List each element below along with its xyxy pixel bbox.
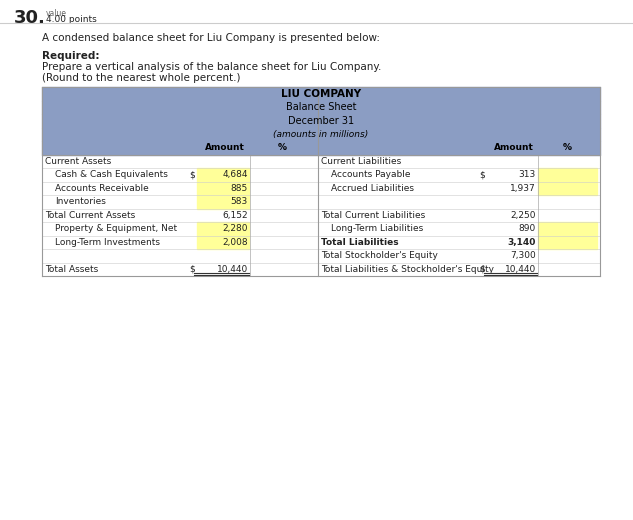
Polygon shape: [42, 127, 600, 141]
Polygon shape: [197, 168, 249, 181]
Text: %: %: [563, 143, 572, 152]
Text: 7,300: 7,300: [510, 251, 536, 260]
Text: 10,440: 10,440: [216, 265, 248, 274]
Text: Total Current Assets: Total Current Assets: [45, 211, 135, 220]
Text: Inventories: Inventories: [55, 197, 106, 206]
Text: Accounts Payable: Accounts Payable: [331, 170, 410, 179]
Polygon shape: [197, 222, 249, 236]
Text: 30.: 30.: [14, 9, 46, 27]
Text: 4,684: 4,684: [223, 170, 248, 179]
Text: $: $: [189, 265, 195, 274]
Text: Total Liabilities: Total Liabilities: [321, 238, 399, 247]
Text: A condensed balance sheet for Liu Company is presented below:: A condensed balance sheet for Liu Compan…: [42, 33, 380, 43]
Text: Cash & Cash Equivalents: Cash & Cash Equivalents: [55, 170, 168, 179]
Text: $: $: [189, 170, 195, 179]
Text: $: $: [479, 170, 485, 179]
Text: 3,140: 3,140: [508, 238, 536, 247]
Text: Balance Sheet: Balance Sheet: [285, 102, 356, 112]
Text: Current Assets: Current Assets: [45, 157, 111, 166]
Text: Long-Term Investments: Long-Term Investments: [55, 238, 160, 247]
Text: Long-Term Liabilities: Long-Term Liabilities: [331, 224, 423, 233]
Text: Total Current Liabilities: Total Current Liabilities: [321, 211, 425, 220]
Polygon shape: [197, 195, 249, 209]
Text: 10,440: 10,440: [505, 265, 536, 274]
Text: December 31: December 31: [288, 116, 354, 126]
Text: Total Liabilities & Stockholder's Equity: Total Liabilities & Stockholder's Equity: [321, 265, 494, 274]
Text: Amount: Amount: [205, 143, 245, 152]
Text: value: value: [46, 9, 67, 18]
Text: Accounts Receivable: Accounts Receivable: [55, 184, 149, 193]
Text: Required:: Required:: [42, 51, 99, 61]
Text: %: %: [278, 143, 287, 152]
Text: 2,008: 2,008: [222, 238, 248, 247]
Polygon shape: [197, 236, 249, 249]
Polygon shape: [42, 141, 600, 154]
Polygon shape: [538, 168, 597, 181]
Text: 2,280: 2,280: [223, 224, 248, 233]
Text: Current Liabilities: Current Liabilities: [321, 157, 401, 166]
Text: Accrued Liabilities: Accrued Liabilities: [331, 184, 414, 193]
Text: Property & Equipment, Net: Property & Equipment, Net: [55, 224, 177, 233]
Text: 1,937: 1,937: [510, 184, 536, 193]
Polygon shape: [42, 100, 600, 114]
Text: 313: 313: [519, 170, 536, 179]
Text: 2,250: 2,250: [510, 211, 536, 220]
Text: 4.00 points: 4.00 points: [46, 15, 97, 24]
Text: Amount: Amount: [494, 143, 534, 152]
Text: Total Stockholder's Equity: Total Stockholder's Equity: [321, 251, 438, 260]
Text: Prepare a vertical analysis of the balance sheet for Liu Company.: Prepare a vertical analysis of the balan…: [42, 62, 381, 72]
Polygon shape: [42, 87, 600, 100]
Text: 6,152: 6,152: [222, 211, 248, 220]
Text: 890: 890: [519, 224, 536, 233]
Polygon shape: [197, 181, 249, 195]
Text: 885: 885: [231, 184, 248, 193]
Text: LIU COMPANY: LIU COMPANY: [281, 89, 361, 99]
Text: (Round to the nearest whole percent.): (Round to the nearest whole percent.): [42, 73, 241, 83]
Text: (amounts in millions): (amounts in millions): [273, 130, 368, 139]
Text: $: $: [479, 265, 485, 274]
Text: 583: 583: [231, 197, 248, 206]
Polygon shape: [538, 222, 597, 236]
Text: Total Assets: Total Assets: [45, 265, 98, 274]
Polygon shape: [538, 181, 597, 195]
Polygon shape: [538, 236, 597, 249]
Polygon shape: [42, 114, 600, 127]
